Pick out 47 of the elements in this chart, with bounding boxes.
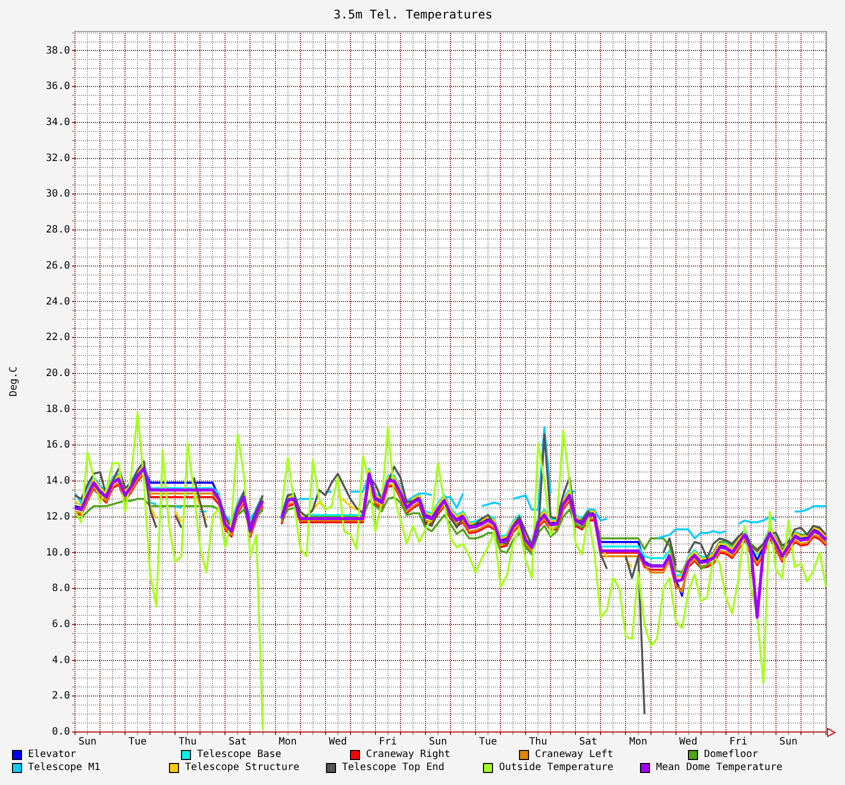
legend-label: Craneway Right [366,748,450,761]
y-tick-label: 32.0 [46,152,70,164]
y-tick-label: 20.0 [46,368,70,380]
y-tick-label: 4.0 [52,654,70,666]
x-tick-label: Wed [679,736,698,748]
y-tick-label: 36.0 [46,81,70,92]
legend-label: Telescope M1 [28,761,100,774]
y-tick-label: 0.0 [52,726,70,738]
y-tick-label: 26.0 [46,260,70,272]
legend-label: Telescope Structure [185,761,300,774]
legend-label: Elevator [28,748,76,761]
y-tick-label: 28.0 [46,224,70,236]
y-tick-label: 18.0 [46,404,70,415]
y-tick-label: 24.0 [46,296,70,308]
y-tick-label: 30.0 [46,188,70,200]
legend-label: Mean Dome Temperature [656,761,782,774]
legend-label: Domefloor [704,748,758,761]
x-tick-label: Mon [278,736,297,748]
y-tick-label: 6.0 [52,619,70,630]
x-tick-label: Thu [178,736,197,748]
legend-label: Telescope Top End [342,761,444,774]
x-tick-label: Tue [128,736,147,748]
x-tick-label: Mon [629,736,648,748]
legend-label: Craneway Left [535,748,614,761]
x-tick-label: Fri [378,736,397,748]
x-tick-label: Fri [729,736,748,748]
y-tick-label: 2.0 [52,690,70,702]
y-tick-label: 12.0 [46,511,70,522]
x-tick-label: Sat [579,736,598,748]
x-tick-label: Tue [479,736,498,748]
y-tick-label: 34.0 [46,117,70,128]
x-tick-label: Wed [328,736,347,748]
x-tick-label: Sat [228,736,247,748]
y-tick-label: 10.0 [46,547,70,558]
y-axis-title: Deg.C [8,366,20,397]
chart-title: 3.5m Tel. Temperatures [334,7,492,22]
y-tick-label: 16.0 [46,440,70,451]
x-tick-label: Sun [78,736,97,748]
x-tick-label: Sun [428,736,448,748]
y-tick-label: 8.0 [52,583,70,594]
legend-label: Telescope Base [197,748,282,761]
y-tick-label: 38.0 [46,45,70,56]
y-tick-label: 14.0 [46,476,70,487]
x-tick-label: Sun [779,736,798,748]
x-tick-label: Thu [529,736,548,748]
y-tick-label: 22.0 [46,332,70,344]
legend-label: Outside Temperature [499,761,614,774]
